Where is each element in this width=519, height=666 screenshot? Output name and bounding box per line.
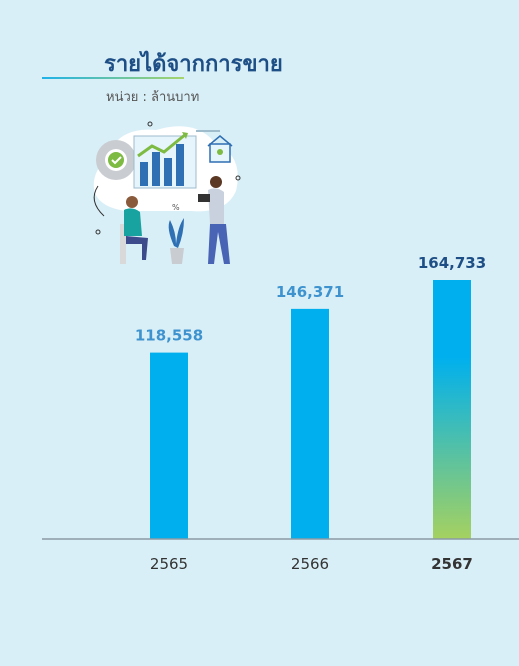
tick-label-2565: 2565 bbox=[150, 555, 188, 573]
bar-2567 bbox=[433, 280, 471, 539]
bar-2566 bbox=[291, 308, 329, 539]
value-label-2565: 118,558 bbox=[135, 327, 203, 345]
value-label-2566: 146,371 bbox=[276, 283, 344, 301]
title-underline bbox=[42, 77, 184, 79]
value-label-2567: 164,733 bbox=[418, 254, 486, 272]
svg-text:%: % bbox=[172, 203, 180, 212]
chart-title: รายได้จากการขาย bbox=[104, 52, 283, 77]
bar-2565 bbox=[150, 352, 188, 539]
tick-label-2567: 2567 bbox=[431, 555, 473, 573]
tick-label-2566: 2566 bbox=[291, 555, 329, 573]
unit-label: หน่วย : ล้านบาท bbox=[106, 90, 200, 105]
analytics-people-illustration: % bbox=[93, 121, 241, 264]
